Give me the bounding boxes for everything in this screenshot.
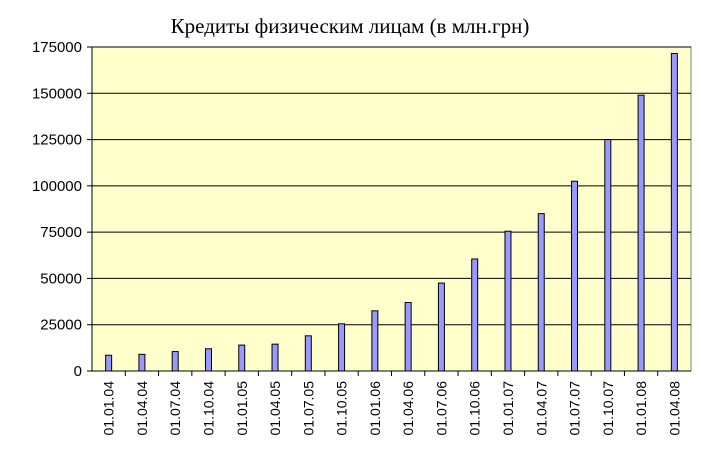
gridlines (87, 46, 691, 376)
x-tick-label: 01.01.04 (101, 381, 117, 436)
bar-01.10.05 (338, 323, 346, 372)
bar-01.01.04 (105, 354, 113, 372)
bar-01.10.07 (604, 139, 612, 372)
y-tick-label: 125000 (32, 132, 82, 149)
x-tick-label: 01.07.06 (433, 381, 449, 436)
x-tick-label: 01.04.04 (134, 381, 150, 436)
x-tick-label: 01.07.05 (300, 381, 316, 436)
x-tick-label: 01.07.04 (167, 381, 183, 436)
x-tick-label: 01.10.07 (600, 381, 616, 436)
x-tick-label: 01.04.06 (400, 381, 416, 436)
x-tick-label: 01.01.07 (500, 381, 516, 436)
y-tick-label: 25000 (40, 317, 82, 334)
chart-title: Кредиты физическим лицам (в млн.грн) (171, 14, 530, 38)
bar-01.04.05 (271, 343, 279, 372)
x-tick-label: 01.01.06 (367, 381, 383, 436)
bar-01.04.04 (138, 353, 146, 372)
bar-01.01.06 (371, 310, 379, 372)
x-tick-label: 01.04.08 (666, 381, 682, 436)
y-tick-label: 100000 (32, 178, 82, 195)
x-tick-label: 01.07.07 (567, 381, 583, 436)
x-tick-labels: 01.01.04 01.04.04 01.07.04 01.10.04 01.01.05… (101, 381, 683, 436)
y-tick-labels: 0 25000 50000 75000 100000 125000 150000 175000 (32, 39, 82, 380)
y-tick-label: 50000 (40, 270, 82, 287)
x-tick-label: 01.10.06 (467, 381, 483, 436)
bar-01.04.07 (537, 213, 545, 372)
y-tick-label: 0 (74, 363, 82, 380)
bar-01.04.06 (404, 301, 412, 372)
x-tick-label: 01.04.07 (533, 381, 549, 436)
y-tick-label: 75000 (40, 224, 82, 241)
bar-01.01.05 (238, 344, 246, 372)
bar-01.01.07 (504, 230, 512, 372)
bar-01.07.06 (437, 282, 445, 372)
y-tick-label: 150000 (32, 85, 82, 102)
bar-01.07.07 (571, 180, 579, 372)
x-tick-label: 01.01.08 (633, 381, 649, 436)
x-tick-label: 01.10.04 (200, 381, 216, 436)
x-tick-label: 01.04.05 (267, 381, 283, 436)
bar-01.07.04 (171, 351, 179, 372)
bar-01.10.04 (204, 348, 212, 372)
bar-01.07.05 (304, 335, 312, 372)
bar-01.04.08 (670, 52, 678, 372)
bar-01.10.06 (471, 258, 479, 372)
bar-01.01.08 (637, 94, 645, 372)
axes (91, 47, 691, 372)
x-tick-label: 01.10.05 (334, 381, 350, 436)
x-tick-label: 01.01.05 (234, 381, 250, 436)
y-tick-label: 175000 (32, 39, 82, 56)
plot-area (91, 46, 692, 372)
